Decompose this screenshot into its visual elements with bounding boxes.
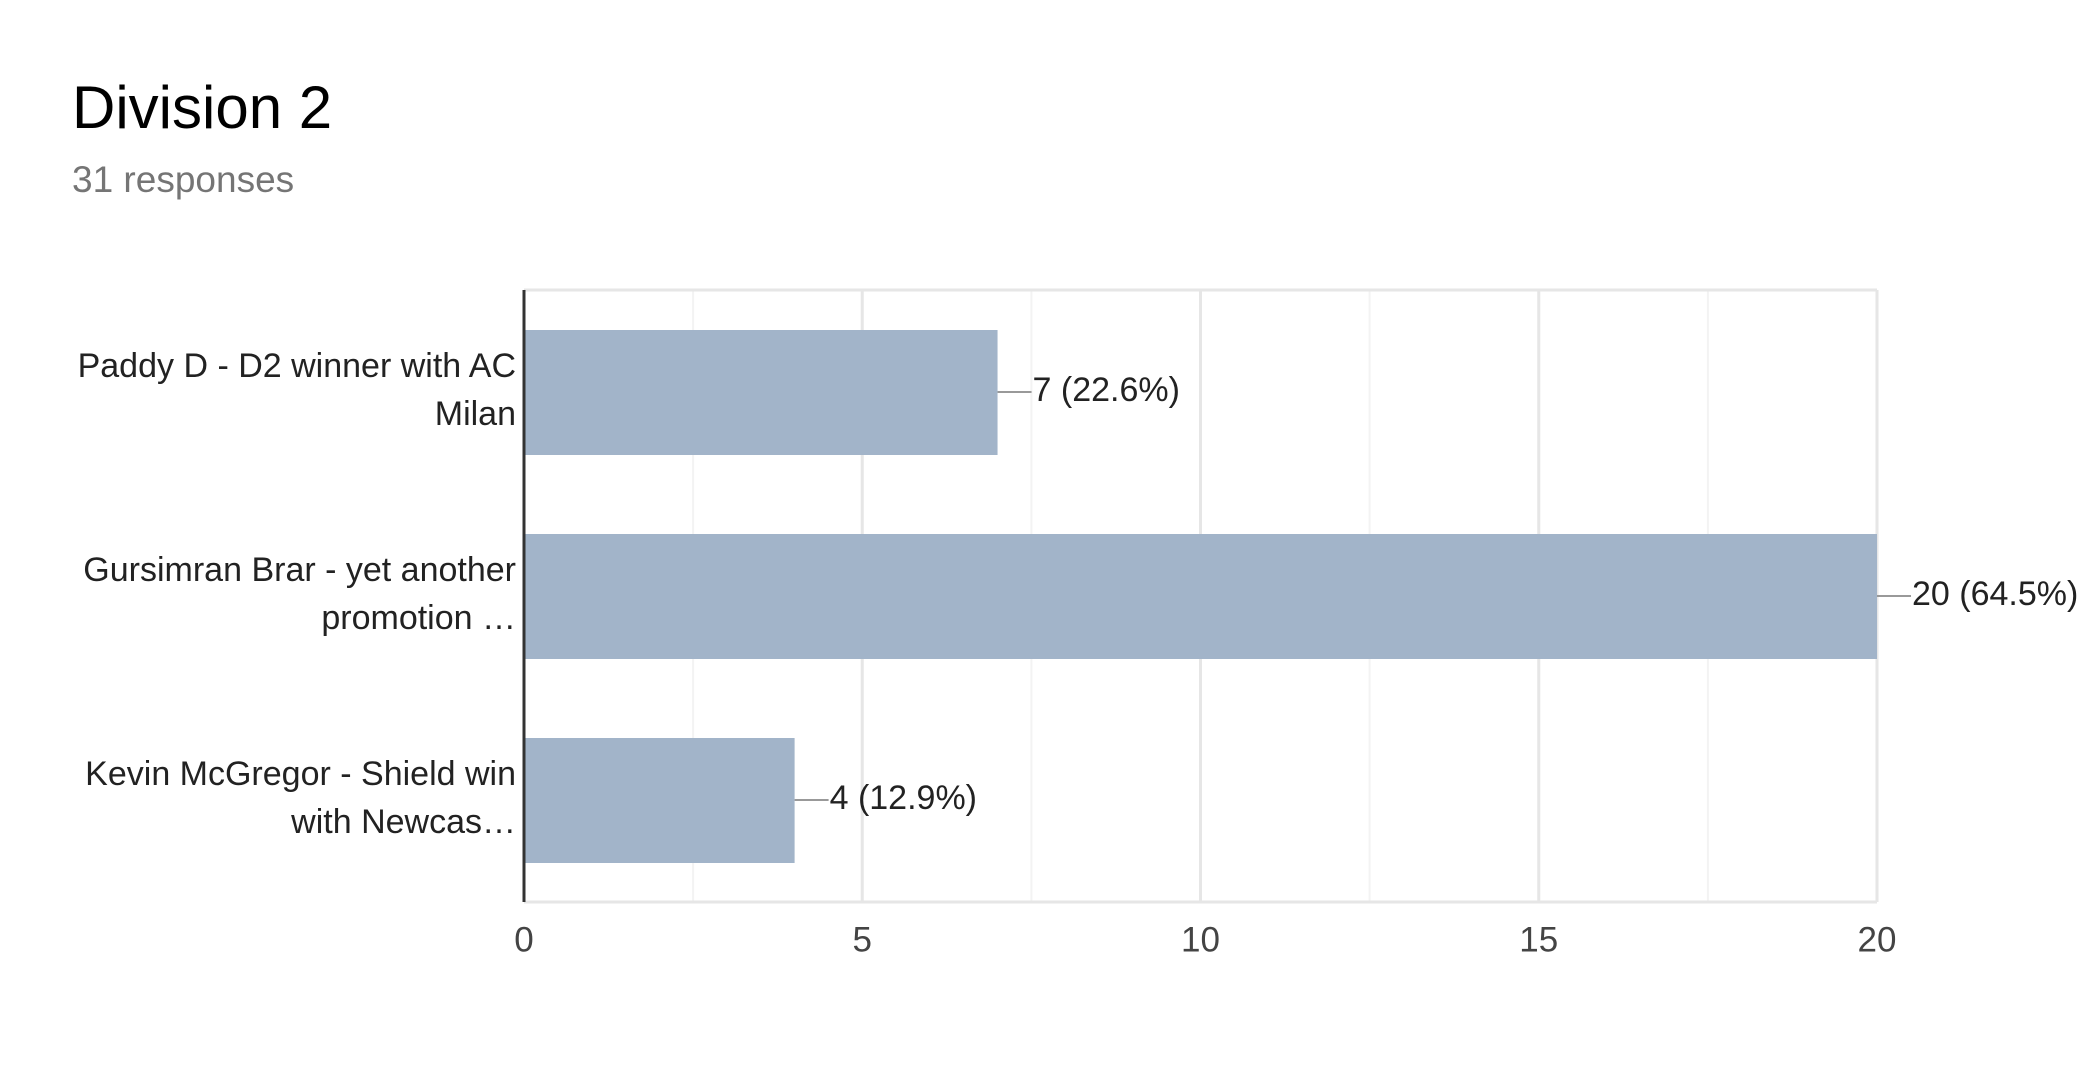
chart-subtitle: 31 responses (72, 159, 294, 200)
x-tick-label: 0 (514, 920, 533, 959)
x-tick-label: 10 (1181, 920, 1220, 959)
value-label: 4 (12.9%) (830, 779, 977, 817)
y-tick-label: Kevin McGregor - Shield win (85, 755, 516, 793)
y-tick-label: Gursimran Brar - yet another (83, 551, 516, 589)
bar (524, 738, 795, 863)
chart-title: Division 2 (72, 74, 332, 141)
value-label: 7 (22.6%) (1033, 371, 1180, 409)
bar (524, 534, 1877, 659)
y-tick-label: Paddy D - D2 winner with AC (78, 347, 516, 385)
y-tick-label: promotion … (321, 599, 516, 637)
bar (524, 330, 998, 455)
value-label: 20 (64.5%) (1912, 575, 2078, 613)
x-tick-label: 5 (853, 920, 872, 959)
y-tick-label: with Newcas… (290, 803, 516, 841)
y-tick-label: Milan (435, 395, 516, 433)
x-tick-label: 15 (1519, 920, 1558, 959)
x-tick-label: 20 (1858, 920, 1897, 959)
